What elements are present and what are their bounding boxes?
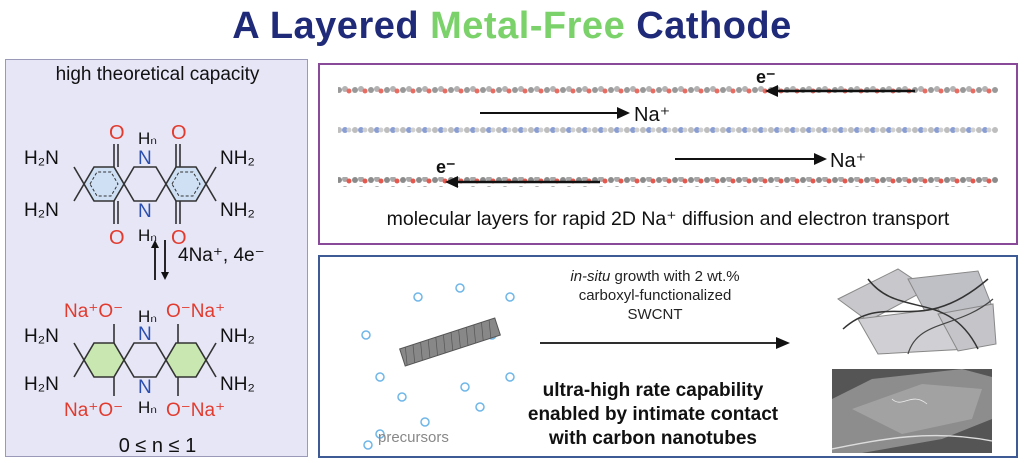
growth-conditions: in-situ growth with 2 wt.% carboxyl-func… xyxy=(530,267,780,324)
bridge-hydrogen: Hₙ xyxy=(138,129,157,148)
oxidized-molecule: O O O O N Hₙ N Hₙ H₂N H₂N NH₂ NH₂ xyxy=(24,122,255,249)
layer-transport-panel: e⁻ Na⁺ Na⁺ e⁻ molecular layers for rapid… xyxy=(318,63,1018,245)
sodium-oxide-left: Na⁺O⁻ xyxy=(64,301,123,322)
nanotube-growth-panel: precursors in-situ growth with 2 wt.% ca… xyxy=(318,255,1018,458)
oxygen-label: O xyxy=(109,122,125,144)
composite-3d-render xyxy=(837,268,997,355)
layers-caption: molecular layers for rapid 2D Na⁺ diffus… xyxy=(386,208,950,230)
electron-label: e⁻ xyxy=(436,157,456,177)
bridge-hydrogen: Hₙ xyxy=(138,398,157,417)
reversible-arrows xyxy=(151,240,169,280)
growth-line-3: SWCNT xyxy=(627,306,683,323)
sodium-oxide-right: O⁻Na⁺ xyxy=(166,301,225,322)
rate-line-2: enabled by intimate contact xyxy=(527,404,779,425)
amine-right: NH₂ xyxy=(220,374,255,395)
in-situ-text: in-situ xyxy=(570,268,611,285)
molecular-layers-illustration: e⁻ Na⁺ Na⁺ e⁻ xyxy=(338,67,998,188)
amine-left: H₂N xyxy=(24,200,59,221)
growth-line-1: growth with 2 wt.% xyxy=(610,268,740,285)
title-part-3: Cathode xyxy=(625,5,792,47)
sem-micrograph xyxy=(832,369,992,453)
sodium-ion-label: Na⁺ xyxy=(830,150,866,172)
rate-capability-text: ultra-high rate capability enabled by in… xyxy=(518,379,788,451)
oxygen-label: O xyxy=(109,227,125,249)
amine-left: H₂N xyxy=(24,374,59,395)
bridge-nitrogen: N xyxy=(138,377,152,398)
sodiated-molecule: Na⁺O⁻ O⁻Na⁺ Na⁺O⁻ O⁻Na⁺ N Hₙ N Hₙ H₂N H₂… xyxy=(24,301,255,421)
capacity-caption: high theoretical capacity xyxy=(55,64,260,85)
title-part-2: Metal-Free xyxy=(430,5,626,47)
reaction-label: 4Na⁺, 4e⁻ xyxy=(178,245,265,266)
sodium-oxide-right: O⁻Na⁺ xyxy=(166,400,225,421)
electron-label: e⁻ xyxy=(756,67,776,87)
title-part-1: A Layered xyxy=(232,5,431,47)
oxygen-label: O xyxy=(171,227,187,249)
oxygen-label: O xyxy=(171,122,187,144)
bridge-nitrogen: N xyxy=(138,148,152,169)
chemistry-panel: high theoretical capacity O O O O N Hₙ N… xyxy=(5,59,308,457)
bridge-nitrogen: N xyxy=(138,324,152,345)
bridge-hydrogen: Hₙ xyxy=(138,307,157,326)
amine-left: H₂N xyxy=(24,326,59,347)
n-range-condition: 0 ≤ n ≤ 1 xyxy=(118,435,197,457)
amine-right: NH₂ xyxy=(220,326,255,347)
precursors-illustration xyxy=(361,283,515,450)
amine-left: H₂N xyxy=(24,148,59,169)
bridge-hydrogen: Hₙ xyxy=(138,226,157,245)
bridge-nitrogen: N xyxy=(138,201,152,222)
sodium-ion-label: Na⁺ xyxy=(634,104,670,126)
page-title: A Layered Metal-Free Cathode xyxy=(0,4,1024,48)
growth-line-2: carboxyl-functionalized xyxy=(578,287,732,304)
amine-right: NH₂ xyxy=(220,200,255,221)
sodium-oxide-left: Na⁺O⁻ xyxy=(64,400,123,421)
amine-right: NH₂ xyxy=(220,148,255,169)
rate-line-3: with carbon nanotubes xyxy=(549,428,757,449)
rate-line-1: ultra-high rate capability xyxy=(542,380,764,401)
growth-arrow xyxy=(540,337,790,349)
precursors-label: precursors xyxy=(378,429,449,446)
